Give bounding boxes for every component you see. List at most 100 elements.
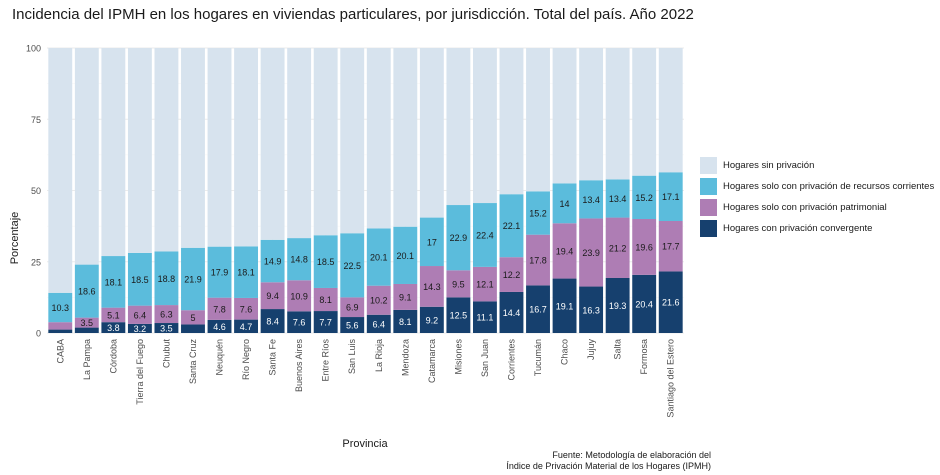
bar-segment <box>127 252 152 306</box>
bar-value-label: 17 <box>427 237 437 247</box>
x-tick-label: San Juan <box>480 339 490 377</box>
bar-segment <box>605 48 630 180</box>
bar-value-label: 9.1 <box>399 292 412 302</box>
bar-value-label: 12.2 <box>503 270 521 280</box>
legend-swatch <box>700 199 717 216</box>
bar-value-label: 15.2 <box>529 209 547 219</box>
bar-value-label: 19.4 <box>556 246 574 256</box>
bar-segment <box>48 292 73 323</box>
legend-label: Hogares sin privación <box>723 160 815 171</box>
bar-segment <box>579 180 604 219</box>
bar-segment <box>393 283 418 310</box>
bar-value-label: 10.2 <box>370 296 388 306</box>
bar-value-label: 13.4 <box>582 195 600 205</box>
x-tick-label: Chubut <box>161 339 171 369</box>
bar-value-label: 19.3 <box>609 301 627 311</box>
bar-value-label: 3.5 <box>81 318 94 328</box>
legend-label: Hogares con privación convergente <box>723 223 873 234</box>
bar-value-label: 17.7 <box>662 242 680 252</box>
bar-value-label: 9.5 <box>452 279 465 289</box>
x-tick-label: Santa Cruz <box>188 339 198 385</box>
bar-value-label: 14.4 <box>503 308 521 318</box>
legend: Hogares sin privación Hogares solo con p… <box>700 155 934 239</box>
bar-segment <box>472 301 497 333</box>
legend-swatch <box>700 157 717 174</box>
bar-value-label: 7.6 <box>293 318 306 328</box>
bar-segment <box>579 286 604 333</box>
x-tick-label: Entre Ríos <box>321 339 331 382</box>
bar-segment <box>287 280 312 312</box>
bar-value-label: 6.4 <box>373 319 386 329</box>
bar-value-label: 3.2 <box>134 324 147 334</box>
x-tick-label: Santa Fe <box>268 339 278 376</box>
x-axis: CABA La Pampa Córdoba Tierra del Fuego Chubu… <box>55 339 675 418</box>
x-tick-label: Mendoza <box>400 339 410 376</box>
bar-segment <box>499 194 524 258</box>
legend-swatch <box>700 178 717 195</box>
bar-segment <box>340 317 365 333</box>
legend-item-convergente: Hogares con privación convergente <box>700 218 934 239</box>
x-axis-title: Provincia <box>342 438 388 450</box>
bar-value-label: 6.3 <box>160 310 173 320</box>
bar-value-label: 21.9 <box>184 274 202 284</box>
bar-segment <box>74 327 99 333</box>
bar-value-label: 9.4 <box>266 291 279 301</box>
bar-segment <box>74 317 99 328</box>
bar-segment <box>154 48 179 252</box>
bar-segment <box>154 323 179 333</box>
bar-segment <box>552 183 577 224</box>
bar-segment <box>446 297 471 333</box>
y-tick-label: 50 <box>31 186 41 196</box>
bar-segment <box>446 270 471 298</box>
bar-value-label: 17.8 <box>529 256 547 266</box>
bar-value-label: 23.9 <box>582 248 600 258</box>
bar-value-label: 12.1 <box>476 280 494 290</box>
bar-segment <box>419 266 444 307</box>
bar-segment <box>446 205 471 271</box>
bar-segment <box>446 48 471 206</box>
bar-segment <box>632 274 657 333</box>
bar-segment <box>207 246 232 298</box>
bar-segment <box>658 172 683 221</box>
legend-item-patrimonial: Hogares solo con privación patrimonial <box>700 197 934 218</box>
bar-segment <box>181 48 205 248</box>
bar-segment <box>366 228 391 286</box>
bar-value-label: 5.6 <box>346 321 359 331</box>
x-tick-label: Misiones <box>453 339 463 375</box>
y-tick-label: 100 <box>26 44 41 54</box>
x-tick-label: Jujuy <box>586 339 596 361</box>
bar-value-label: 10.3 <box>52 303 70 313</box>
bar-value-label: 18.1 <box>237 268 255 278</box>
bar-value-label: 5.1 <box>107 310 120 320</box>
x-tick-label: La Pampa <box>82 339 92 380</box>
bar-segment <box>472 48 497 204</box>
bar-segment <box>234 297 259 320</box>
bar-value-label: 6.4 <box>134 310 147 320</box>
legend-label: Hogares solo con privación patrimonial <box>723 202 887 213</box>
bar-segment <box>181 247 205 311</box>
x-tick-label: Córdoba <box>108 339 118 374</box>
x-tick-label: Tierra del Fuego <box>135 339 145 405</box>
bar-segment <box>499 291 524 333</box>
bar-value-label: 16.3 <box>582 305 600 315</box>
bar-value-label: 15.2 <box>635 193 653 203</box>
bar-segment <box>658 271 683 333</box>
bar-segment <box>313 287 338 312</box>
bar-segment <box>234 319 259 333</box>
bar-segment <box>181 310 205 325</box>
bar-value-label: 22.1 <box>503 221 521 231</box>
bar-segment <box>48 48 73 293</box>
bar-value-label: 3.8 <box>107 323 120 333</box>
bar-segment <box>419 217 444 267</box>
bar-segment <box>48 329 73 333</box>
bar-value-label: 18.6 <box>78 287 96 297</box>
bar-segment <box>579 218 604 287</box>
x-tick-label: Corrientes <box>506 339 516 381</box>
bar-segment <box>632 219 657 275</box>
bar-segment <box>234 48 259 247</box>
bar-segment <box>366 314 391 333</box>
bar-value-label: 3.5 <box>160 324 173 334</box>
legend-item-recursos-corrientes: Hogares solo con privación de recursos c… <box>700 176 934 197</box>
bar-segment <box>605 179 630 218</box>
bar-segment <box>207 319 232 333</box>
